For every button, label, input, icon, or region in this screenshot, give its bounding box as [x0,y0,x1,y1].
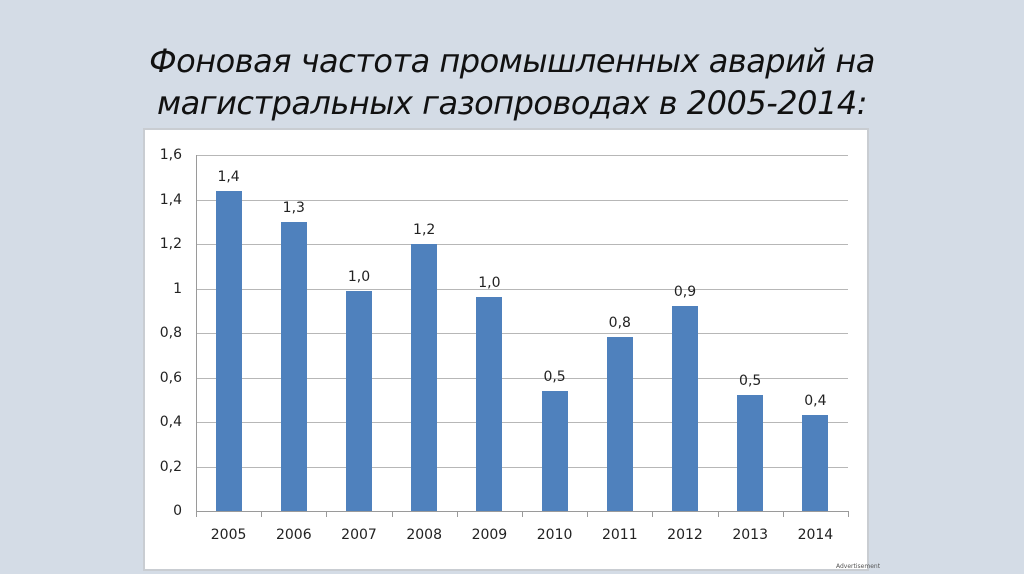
y-tick-label: 1 [173,280,182,297]
gridline [196,244,848,245]
gridline [196,378,848,379]
x-tick-mark [718,511,719,517]
x-tick-label: 2011 [601,527,638,543]
gridline [196,467,848,468]
bar-2010 [541,390,568,511]
y-tick-label: 0,4 [159,414,182,430]
data-label: 1,2 [413,222,436,238]
x-tick-mark [261,511,262,517]
x-tick-label: 2006 [275,527,312,543]
x-tick-label: 2009 [471,527,508,543]
data-label: 0,9 [673,284,697,301]
data-label: 0,4 [804,393,827,410]
y-tick-label: 0,2 [159,458,182,475]
bar-2007 [346,290,372,511]
data-label: 1,3 [282,199,305,216]
y-tick-label: 0 [173,503,182,519]
x-tick-mark [783,511,784,517]
data-label: 1,0 [478,275,501,292]
x-tick-label: 2007 [341,527,377,543]
data-label: 0,5 [739,373,762,390]
x-tick-mark [522,511,523,517]
slide-title-line1: Фоновая частота промышленных аварий на [149,42,875,80]
bar-2008 [411,244,438,511]
gridline [196,289,848,290]
x-tick-mark [326,511,327,517]
bar-2011 [606,337,633,511]
x-tick-label: 2008 [406,527,442,543]
bar-2005 [215,190,242,511]
slide-title-line2: магистральных газопроводах в 2005-2014: [157,84,867,122]
x-tick-label: 2013 [732,527,768,543]
watermark: Advertisement [836,563,881,570]
bar-2013 [737,395,764,511]
gridline [196,200,848,201]
x-tick-label: 2010 [536,527,573,543]
y-tick-label: 0,6 [159,369,182,386]
y-tick-label: 1,6 [159,147,182,163]
x-tick-mark [587,511,588,517]
bar-2014 [802,415,829,511]
x-tick-mark [392,511,393,517]
gridline [196,422,848,423]
gridline [196,333,848,334]
x-tick-mark [457,511,458,517]
gridline [196,155,848,156]
y-tick-label: 1,4 [159,191,182,208]
data-label: 0,8 [608,315,631,332]
slide-title: Фоновая частота промышленных аварий на м… [0,40,1024,124]
data-label: 1,4 [217,168,240,185]
x-tick-label: 2012 [667,527,703,543]
data-label: 0,5 [543,368,566,385]
data-label: 1,0 [347,268,371,285]
bar-2009 [476,297,503,511]
x-tick-label: 2014 [797,527,834,543]
bar-2012 [672,306,698,511]
x-tick-mark [196,511,197,517]
y-tick-label: 1,2 [159,236,182,252]
x-tick-label: 2005 [210,527,247,543]
x-tick-mark [848,511,849,517]
bar-2006 [280,221,307,511]
x-tick-mark [652,511,653,517]
y-axis [196,155,197,511]
y-tick-label: 0,8 [159,325,182,341]
